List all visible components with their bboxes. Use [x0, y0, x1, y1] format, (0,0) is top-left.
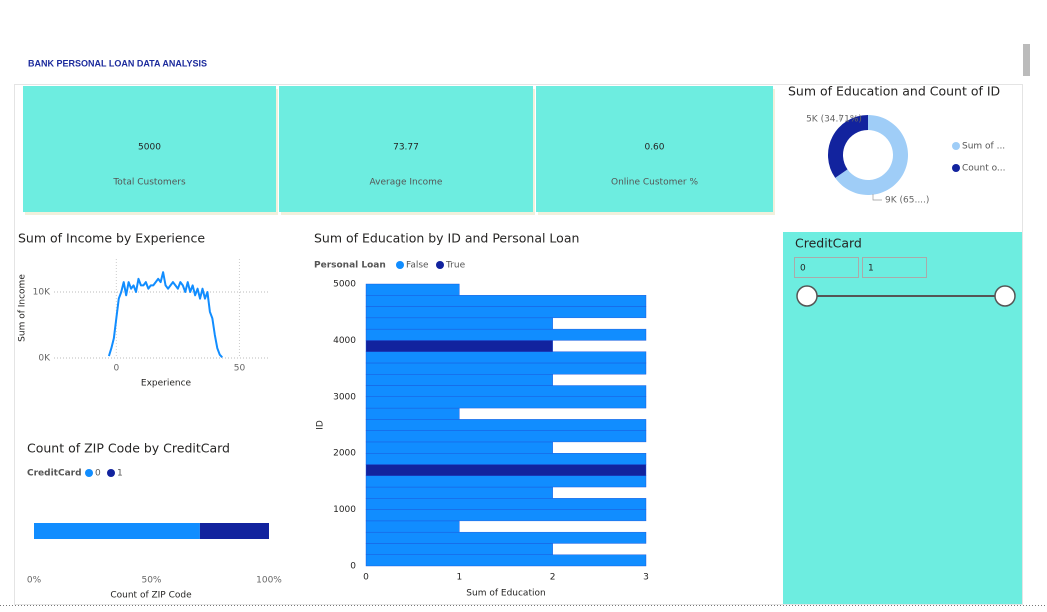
legend-title: CreditCard	[27, 469, 82, 479]
page-title: BANK PERSONAL LOAN DATA ANALYSIS	[28, 58, 207, 68]
bar-segment	[365, 362, 647, 375]
legend-marker	[107, 469, 115, 477]
slicer-panel	[783, 232, 1022, 604]
y-tick-label: 0K	[38, 354, 51, 364]
y-tick-label: 3000	[333, 392, 356, 402]
bar-segment	[365, 328, 647, 341]
bar-segment	[365, 486, 553, 499]
y-tick-label: 1000	[333, 505, 356, 515]
line-series	[107, 271, 223, 359]
slider-handle[interactable]	[994, 285, 1016, 307]
bar-segment	[365, 351, 647, 364]
slider-handle[interactable]	[796, 285, 818, 307]
x-tick-label: 0%	[27, 576, 42, 586]
x-tick-label: 0	[113, 364, 119, 374]
x-tick-label: 50%	[141, 576, 161, 586]
y-axis-label: ID	[316, 420, 326, 430]
legend-label: Sum of ...	[962, 142, 1005, 152]
bar-segment	[365, 430, 647, 443]
bar-segment	[365, 396, 647, 409]
data-label: 9K (65....)	[885, 196, 929, 206]
bar-segment	[365, 453, 647, 465]
legend-title: Personal Loan	[314, 261, 386, 271]
legend-label: Count o...	[962, 164, 1006, 174]
bar-segment	[365, 531, 647, 544]
chart-title: Sum of Income by Experience	[18, 231, 205, 246]
slicer-min: 0	[800, 264, 806, 274]
legend-marker	[436, 261, 444, 269]
x-tick-label: 2	[550, 573, 556, 583]
bar-segment	[365, 317, 553, 330]
chart-title: Count of ZIP Code by CreditCard	[27, 441, 230, 456]
kpi-label: Online Customer %	[611, 178, 698, 188]
y-tick-label: 2000	[333, 449, 356, 459]
kpi-card	[279, 86, 533, 212]
slicer-title: CreditCard	[795, 236, 862, 251]
bar-segment	[365, 340, 553, 352]
legend-marker	[85, 469, 93, 477]
x-tick-label: 3	[643, 573, 649, 583]
legend-marker	[952, 142, 960, 150]
bar-segment	[365, 385, 647, 397]
bar-segment	[365, 543, 553, 555]
kpi-label: Total Customers	[112, 178, 186, 188]
bar-segment	[365, 464, 647, 476]
x-tick-label: 50	[234, 364, 246, 374]
x-axis-label: Count of ZIP Code	[110, 591, 192, 601]
bar-segment	[365, 295, 647, 307]
legend-label: True	[445, 261, 466, 271]
legend-label: 1	[117, 469, 123, 479]
bar-segment	[34, 523, 200, 539]
legend-label: False	[406, 261, 429, 271]
scrollbar[interactable]	[1023, 44, 1030, 76]
bar-segment	[365, 407, 460, 420]
x-tick-label: 100%	[256, 576, 282, 586]
bar-segment	[365, 520, 460, 533]
x-axis-label: Experience	[141, 379, 192, 389]
bar-segment	[365, 509, 647, 522]
slicer-max: 1	[868, 264, 874, 274]
slicer-input[interactable]	[862, 257, 927, 278]
bar-segment	[365, 283, 460, 296]
kpi-value: 0.60	[644, 143, 664, 153]
bar-segment	[365, 419, 647, 431]
chart-title: Sum of Education and Count of ID	[788, 84, 1000, 99]
bar-segment	[365, 374, 553, 386]
y-tick-label: 10K	[33, 288, 51, 298]
bar-segment	[365, 498, 647, 510]
legend-marker	[396, 261, 404, 269]
y-tick-label: 5000	[333, 280, 356, 290]
bar-segment	[365, 475, 647, 488]
chart-title: Sum of Education by ID and Personal Loan	[314, 231, 579, 246]
kpi-card	[536, 86, 773, 212]
x-axis-label: Sum of Education	[466, 589, 545, 599]
legend-marker	[952, 164, 960, 172]
bar-segment	[365, 554, 647, 567]
data-label: 5K (34.71%)	[806, 115, 862, 125]
y-axis-label: Sum of Income	[18, 274, 28, 342]
kpi-value: 5000	[138, 143, 161, 153]
x-tick-label: 1	[456, 573, 462, 583]
kpi-label: Average Income	[370, 178, 443, 188]
bar-segment	[199, 523, 269, 539]
x-tick-label: 0	[363, 573, 369, 583]
legend-label: 0	[95, 469, 101, 479]
kpi-card	[23, 86, 276, 212]
slicer-input[interactable]	[794, 257, 859, 278]
pie-slice	[828, 115, 868, 178]
y-tick-label: 0	[350, 562, 356, 572]
label-leader	[872, 194, 882, 201]
panel	[14, 84, 1023, 605]
kpi-value: 73.77	[393, 143, 419, 153]
y-tick-label: 4000	[333, 336, 356, 346]
bar-segment	[365, 306, 647, 319]
bar-segment	[365, 441, 553, 454]
pie-slice	[835, 115, 909, 195]
